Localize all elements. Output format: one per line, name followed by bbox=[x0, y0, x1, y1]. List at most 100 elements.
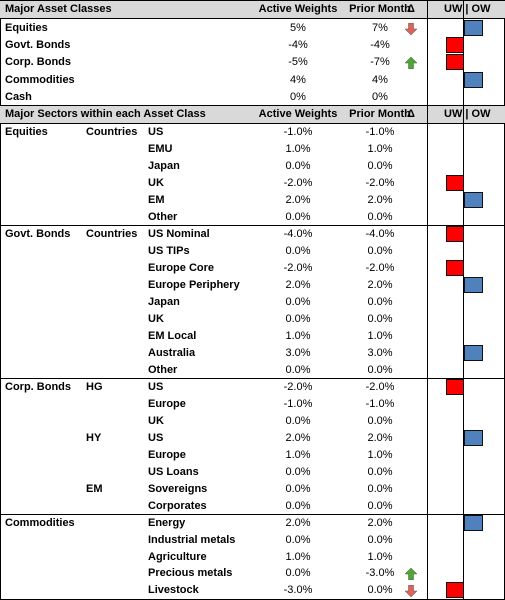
active-weights-heading: Active Weights bbox=[258, 3, 338, 15]
asset-class-name: Corp. Bonds bbox=[5, 56, 71, 69]
active-weight-value: -1.0% bbox=[283, 126, 313, 138]
active-weight-value: 2.0% bbox=[285, 516, 311, 529]
sector-title: Major Sectors within each Asset Class bbox=[5, 108, 206, 120]
active-weight-value: 2.0% bbox=[285, 431, 311, 444]
table-row: US Loans 0.0% 0.0% bbox=[0, 464, 505, 481]
prior-month-value: -2.0% bbox=[365, 261, 395, 274]
prior-month-value: 0.0% bbox=[367, 499, 393, 512]
table-row: Corp. Bonds -5% -7% bbox=[0, 54, 505, 71]
sector-name: US Loans bbox=[148, 465, 199, 478]
sector-name: UK bbox=[148, 414, 164, 427]
sub-group-label: Countries bbox=[86, 227, 138, 240]
active-weight-value: 2.0% bbox=[285, 278, 311, 291]
delta-divider bbox=[427, 0, 428, 600]
active-weight-value: -4% bbox=[288, 39, 308, 52]
prior-month-value: 1.0% bbox=[367, 329, 393, 342]
table-row: Europe Core -2.0% -2.0% bbox=[0, 260, 505, 277]
prior-month-value: 1.0% bbox=[367, 448, 393, 461]
table-row: Commodities 4% 4% bbox=[0, 72, 505, 89]
arrow-down-icon bbox=[404, 22, 418, 36]
prior-month-value: 2.0% bbox=[367, 431, 393, 444]
prior-month-value: -1.0% bbox=[365, 397, 395, 410]
header-divider bbox=[0, 18, 505, 19]
sector-name: EMU bbox=[148, 142, 173, 155]
table-row: Govt. Bonds Countries US Nominal -4.0% -4.0% bbox=[0, 226, 505, 243]
table-row: Japan 0.0% 0.0% bbox=[0, 294, 505, 311]
prior-month-value: 0.0% bbox=[367, 159, 393, 172]
active-weight-value: -2.0% bbox=[283, 176, 313, 189]
header-divider bbox=[0, 123, 505, 124]
uw-ow-center-line bbox=[463, 0, 464, 600]
table-row: Equities Countries US -1.0% -1.0% bbox=[0, 124, 505, 141]
prior-month-value: 2.0% bbox=[367, 278, 393, 291]
sector-name: Industrial metals bbox=[148, 533, 236, 546]
active-weight-value: 2.0% bbox=[285, 193, 311, 206]
sector-name: Agriculture bbox=[148, 550, 207, 563]
sub-group-label: EM bbox=[86, 482, 103, 495]
prior-month-value: -1.0% bbox=[365, 126, 395, 138]
asset-class-label: Corp. Bonds bbox=[5, 380, 71, 393]
prior-month-value: -4% bbox=[370, 39, 390, 52]
prior-month-heading: Prior Month bbox=[349, 3, 411, 15]
active-weight-value: 0.0% bbox=[285, 159, 311, 172]
active-weight-value: 1.0% bbox=[285, 142, 311, 155]
active-weight-value: 4% bbox=[290, 73, 306, 86]
delta-heading: Δ bbox=[407, 3, 415, 15]
active-weight-value: -1.0% bbox=[283, 397, 313, 410]
active-weight-value: 1.0% bbox=[285, 448, 311, 461]
prior-month-value: -3.0% bbox=[365, 567, 395, 580]
prior-month-value: 0% bbox=[372, 90, 388, 103]
sector-name: Energy bbox=[148, 516, 186, 529]
table-row: UK -2.0% -2.0% bbox=[0, 175, 505, 192]
asset-class-label: Equities bbox=[5, 126, 48, 138]
table-row: Other 0.0% 0.0% bbox=[0, 209, 505, 226]
table-row: Europe -1.0% -1.0% bbox=[0, 396, 505, 413]
group-divider-corp bbox=[0, 378, 505, 379]
uw-ow-heading: UW | OW bbox=[444, 3, 491, 15]
sector-name: Other bbox=[148, 363, 178, 376]
sector-name: US bbox=[148, 126, 164, 138]
table-row: Other 0.0% 0.0% bbox=[0, 362, 505, 379]
active-weights-heading: Active Weights bbox=[258, 108, 338, 120]
active-weight-value: -5% bbox=[288, 56, 308, 69]
table-row: Australia 3.0% 3.0% bbox=[0, 345, 505, 362]
sector-name: Precious metals bbox=[148, 567, 233, 580]
sector-header: Major Sectors within each Asset Class Ac… bbox=[0, 106, 505, 123]
table-row: HY US 2.0% 2.0% bbox=[0, 430, 505, 447]
active-weight-value: -2.0% bbox=[283, 261, 313, 274]
sector-name: UK bbox=[148, 176, 164, 189]
sector-name: US TIPs bbox=[148, 244, 190, 257]
prior-month-value: 1.0% bbox=[367, 142, 393, 155]
active-weight-value: 0.0% bbox=[285, 567, 311, 580]
overweight-bar bbox=[464, 71, 483, 88]
prior-month-value: 1.0% bbox=[367, 550, 393, 563]
sector-name: Europe bbox=[148, 397, 186, 410]
table-row: Industrial metals 0.0% 0.0% bbox=[0, 532, 505, 549]
active-weight-value: 1.0% bbox=[285, 329, 311, 342]
arrow-down-icon bbox=[404, 585, 418, 598]
sector-name: Europe bbox=[148, 448, 186, 461]
table-row: Corporates 0.0% 0.0% bbox=[0, 498, 505, 515]
overweight-bar bbox=[464, 429, 483, 446]
delta-heading: Δ bbox=[407, 108, 415, 120]
prior-month-value: 3.0% bbox=[367, 346, 393, 359]
table-row: Europe 1.0% 1.0% bbox=[0, 447, 505, 464]
table-row: Europe Periphery 2.0% 2.0% bbox=[0, 277, 505, 294]
asset-class-name: Cash bbox=[5, 90, 32, 103]
table-row: Corp. Bonds HG US -2.0% -2.0% bbox=[0, 379, 505, 396]
section-divider bbox=[0, 105, 505, 106]
prior-month-value: -2.0% bbox=[365, 176, 395, 189]
active-weight-value: -4.0% bbox=[283, 227, 313, 240]
table-row: Commodities Energy 2.0% 2.0% bbox=[0, 515, 505, 532]
active-weight-value: 3.0% bbox=[285, 346, 311, 359]
overweight-bar bbox=[464, 276, 483, 293]
prior-month-value: -7% bbox=[370, 56, 390, 69]
group-divider-govt bbox=[0, 225, 505, 226]
sub-group-label: Countries bbox=[86, 126, 138, 138]
prior-month-value: 2.0% bbox=[367, 516, 393, 529]
asset-class-name: Govt. Bonds bbox=[5, 39, 71, 52]
prior-month-value: 0.0% bbox=[367, 244, 393, 257]
table-row: Cash 0% 0% bbox=[0, 89, 505, 106]
prior-month-value: 0.0% bbox=[367, 210, 393, 223]
